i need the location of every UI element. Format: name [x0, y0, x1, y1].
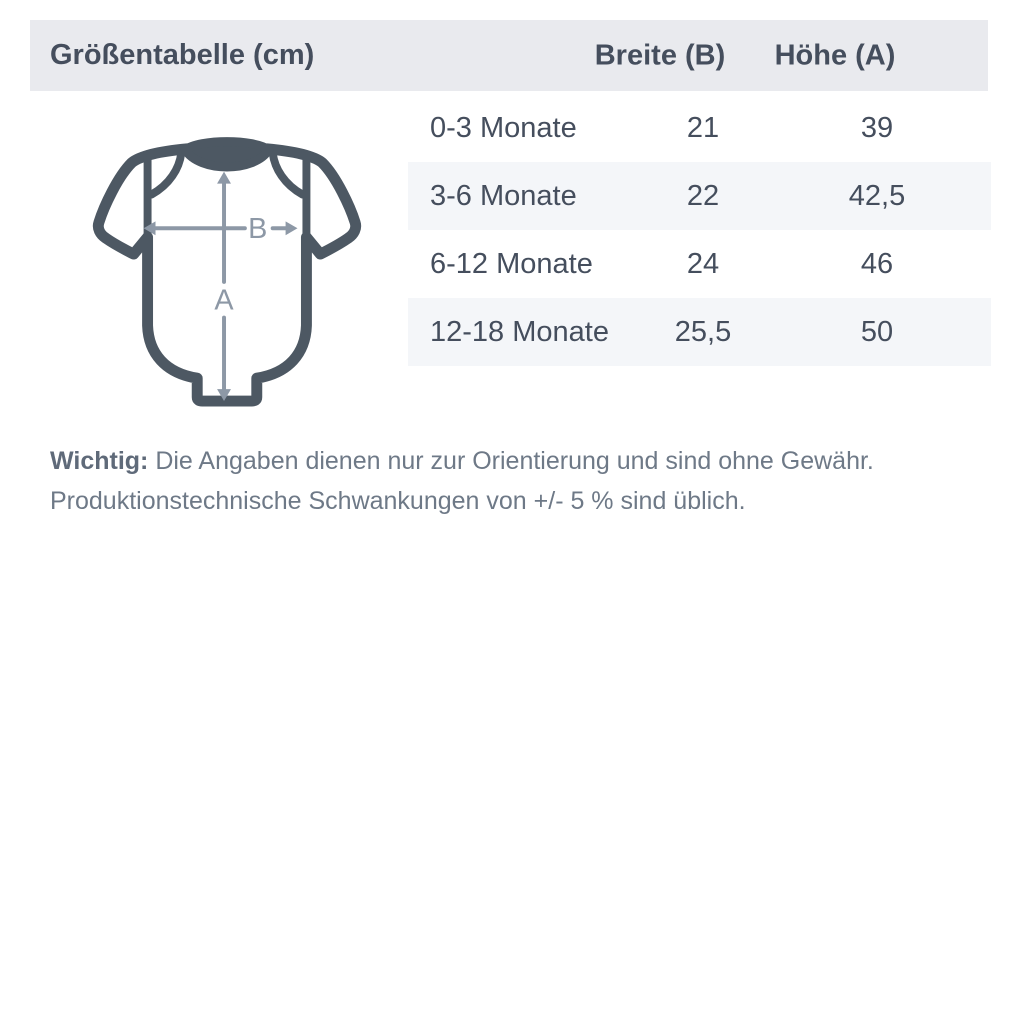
size-label-cell: 6-12 Monate	[430, 247, 593, 280]
right-envelope-curve	[268, 148, 307, 199]
breite-value-cell: 25,5	[674, 315, 732, 348]
size-label-cell: 3-6 Monate	[430, 179, 577, 212]
hoehe-value-cell: 46	[860, 247, 894, 280]
height-arrow-head-up	[217, 171, 231, 184]
disclaimer-lead: Wichtig:	[50, 447, 149, 475]
breite-value-cell: 21	[686, 111, 720, 144]
left-envelope-curve	[147, 148, 186, 199]
table-row: 0-3 Monate 21 39	[408, 94, 991, 162]
baby-bodysuit-diagram: B A	[88, 124, 366, 410]
table-row: 3-6 Monate 22 42,5	[408, 162, 991, 230]
neck-opening	[180, 137, 274, 172]
table-row: 6-12 Monate 24 46	[408, 230, 991, 298]
table-row: 12-18 Monate 25,5 50	[408, 298, 991, 366]
disclaimer-line1: Die Angaben dienen nur zur Orientierung …	[155, 447, 874, 475]
size-label-cell: 0-3 Monate	[430, 111, 577, 144]
column-header-hoehe: Höhe (A)	[774, 39, 896, 71]
width-arrow-head-right	[285, 221, 298, 236]
height-arrow-head-down	[217, 389, 231, 402]
hoehe-value-cell: 42,5	[848, 179, 906, 212]
hoehe-value-cell: 50	[860, 315, 894, 348]
column-header-breite: Breite (B)	[594, 39, 726, 71]
hoehe-value-cell: 39	[860, 111, 894, 144]
size-table-title: Größentabelle (cm)	[50, 39, 315, 71]
width-arrow-head-left	[143, 221, 156, 236]
width-dimension-label: B	[248, 213, 267, 245]
disclaimer-note: Wichtig: Die Angaben dienen nur zur Orie…	[50, 441, 960, 521]
breite-value-cell: 24	[686, 247, 720, 280]
bodysuit-outline	[92, 143, 362, 407]
disclaimer-line2: Produktionstechnische Schwankungen von +…	[50, 487, 746, 515]
size-table-body: 0-3 Monate 21 39 3-6 Monate 22 42,5 6-12 Monat…	[408, 94, 991, 366]
size-label-cell: 12-18 Monate	[430, 315, 609, 348]
breite-value-cell: 22	[686, 179, 720, 212]
height-dimension-label: A	[214, 285, 234, 317]
baby-bodysuit-illustration: B A	[92, 137, 362, 407]
size-table-header: Größentabelle (cm) Breite (B) Höhe (A)	[30, 20, 988, 91]
